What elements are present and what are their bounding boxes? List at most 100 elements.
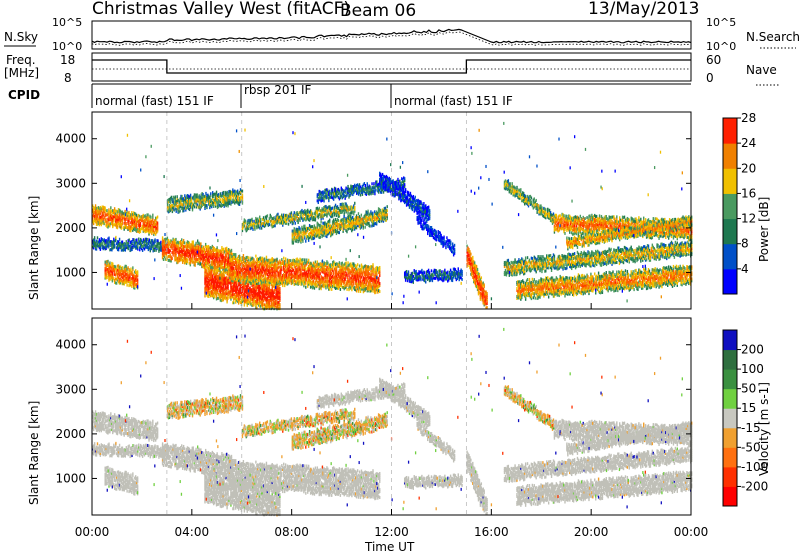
power-cell-1596 bbox=[223, 248, 224, 251]
power-cell-829 bbox=[107, 260, 108, 263]
power-cell-3996 bbox=[320, 272, 321, 275]
power-cell-3116 bbox=[235, 253, 236, 256]
power-cell-417 bbox=[147, 213, 148, 216]
power-cell-3336 bbox=[256, 280, 257, 283]
cpid-segment-2: normal (fast) 151 IF bbox=[394, 94, 513, 108]
power-cell-3544 bbox=[275, 273, 276, 276]
power-cell-1121 bbox=[171, 257, 172, 260]
freq-panel-frame bbox=[92, 53, 691, 81]
power-cell-3441 bbox=[266, 256, 267, 259]
power-cell-3276 bbox=[250, 282, 251, 285]
power-cell-640 bbox=[128, 238, 129, 241]
power-cell-484 bbox=[157, 222, 158, 225]
power-cell-1964 bbox=[216, 191, 217, 194]
power-cell-1982 bbox=[220, 198, 221, 201]
power-cell-3878 bbox=[308, 259, 309, 262]
power-cell-454 bbox=[152, 214, 153, 217]
power-cell-4717 bbox=[267, 214, 268, 217]
freq-traces bbox=[92, 60, 691, 73]
power-cell-2226 bbox=[212, 266, 213, 269]
power-cell-959 bbox=[125, 265, 126, 268]
power-cell-4200 bbox=[339, 261, 340, 264]
power-cell-3557 bbox=[276, 258, 277, 261]
freq-tick-bottom: 8 bbox=[64, 71, 72, 85]
power-cell-1315 bbox=[193, 240, 194, 243]
power-cell-1422 bbox=[204, 248, 205, 251]
nsky-panel-frame bbox=[92, 21, 691, 49]
power-cell-498 bbox=[94, 236, 95, 239]
power-cell-2374 bbox=[224, 274, 225, 277]
power-cell-1038 bbox=[137, 278, 138, 281]
power-cell-960 bbox=[126, 284, 127, 287]
power-cell-2398 bbox=[225, 268, 226, 271]
power-cell-2309 bbox=[219, 267, 220, 270]
power-cell-846 bbox=[109, 261, 110, 264]
power-cell-3408 bbox=[263, 274, 264, 277]
date-title: 13/May/2013 bbox=[588, 0, 700, 19]
power-cell-3551 bbox=[276, 278, 277, 281]
beam-title: Beam 06 bbox=[340, 1, 416, 21]
power-cell-1537 bbox=[216, 246, 217, 249]
cpid-segment-1: rbsp 201 IF bbox=[244, 83, 311, 97]
power-cell-1668 bbox=[231, 249, 232, 252]
power-cell-1211 bbox=[181, 238, 182, 241]
power-cell-3922 bbox=[313, 280, 314, 283]
power-cell-4118 bbox=[331, 272, 332, 275]
nsky-traces bbox=[92, 29, 691, 45]
power-cell-4289 bbox=[347, 261, 348, 264]
freq-tick-top: 18 bbox=[60, 53, 75, 67]
power-cell-1238 bbox=[184, 241, 185, 244]
power-cell-1998 bbox=[223, 191, 224, 194]
power-cell-3253 bbox=[248, 256, 249, 259]
cpid-label: CPID bbox=[8, 88, 40, 102]
power-cell-602 bbox=[119, 238, 120, 241]
freq-label: Freq. bbox=[6, 53, 36, 67]
power-cell-4843 bbox=[299, 219, 300, 222]
power-cell-4272 bbox=[345, 261, 346, 264]
power-cell-750 bbox=[154, 238, 155, 241]
power-cell-1052 bbox=[162, 236, 163, 239]
nsearch-tick-bottom: 10^0 bbox=[706, 40, 736, 53]
power-cell-3948 bbox=[315, 260, 316, 263]
power-cell-4389 bbox=[357, 263, 358, 266]
power-cell-1739 bbox=[176, 195, 177, 198]
power-cell-4136 bbox=[333, 270, 334, 273]
power-cell-3639 bbox=[285, 257, 286, 260]
nsky-label: N.Sky bbox=[4, 30, 38, 44]
power-cell-3786 bbox=[299, 266, 300, 269]
power-cell-1160 bbox=[175, 238, 176, 241]
power-cell-3201 bbox=[243, 254, 244, 257]
power-cell-359 bbox=[140, 222, 141, 225]
power-cell-1728 bbox=[175, 195, 176, 198]
power-cell-2263 bbox=[215, 266, 216, 269]
power-cell-4797 bbox=[288, 223, 289, 226]
power-cell-141 bbox=[110, 206, 111, 209]
power-cell-4283 bbox=[347, 277, 348, 280]
power-heatmap bbox=[92, 112, 692, 310]
power-cell-693 bbox=[142, 249, 143, 252]
nsky-trace bbox=[92, 29, 691, 42]
power-cell-929 bbox=[122, 266, 123, 269]
power-cell-561 bbox=[108, 237, 109, 240]
power-cell-3619 bbox=[283, 257, 284, 260]
power-cell-1932 bbox=[210, 192, 211, 195]
power-cell-1257 bbox=[187, 258, 188, 261]
power-cell-4408 bbox=[359, 264, 360, 267]
nave-label: Nave bbox=[746, 63, 777, 77]
station-title: Christmas Valley West (fitACF) bbox=[92, 0, 350, 19]
power-cell-4613 bbox=[379, 290, 380, 293]
nsearch-label: N.Search bbox=[746, 30, 800, 44]
power-cell-4721 bbox=[269, 223, 270, 226]
power-cell-2087 bbox=[237, 190, 238, 193]
power-cell-885 bbox=[116, 282, 117, 285]
power-cell-4741 bbox=[274, 224, 275, 227]
power-cell-3039 bbox=[279, 287, 280, 290]
power-cell-485 bbox=[157, 216, 158, 219]
power-cell-1005 bbox=[132, 266, 133, 269]
power-cell-2238 bbox=[214, 295, 215, 298]
power-cell-4720 bbox=[268, 220, 269, 223]
power-cell-4757 bbox=[277, 213, 278, 216]
power-cell-4708 bbox=[264, 219, 265, 222]
power-cell-3819 bbox=[302, 258, 303, 261]
power-cell-511 bbox=[97, 236, 98, 239]
